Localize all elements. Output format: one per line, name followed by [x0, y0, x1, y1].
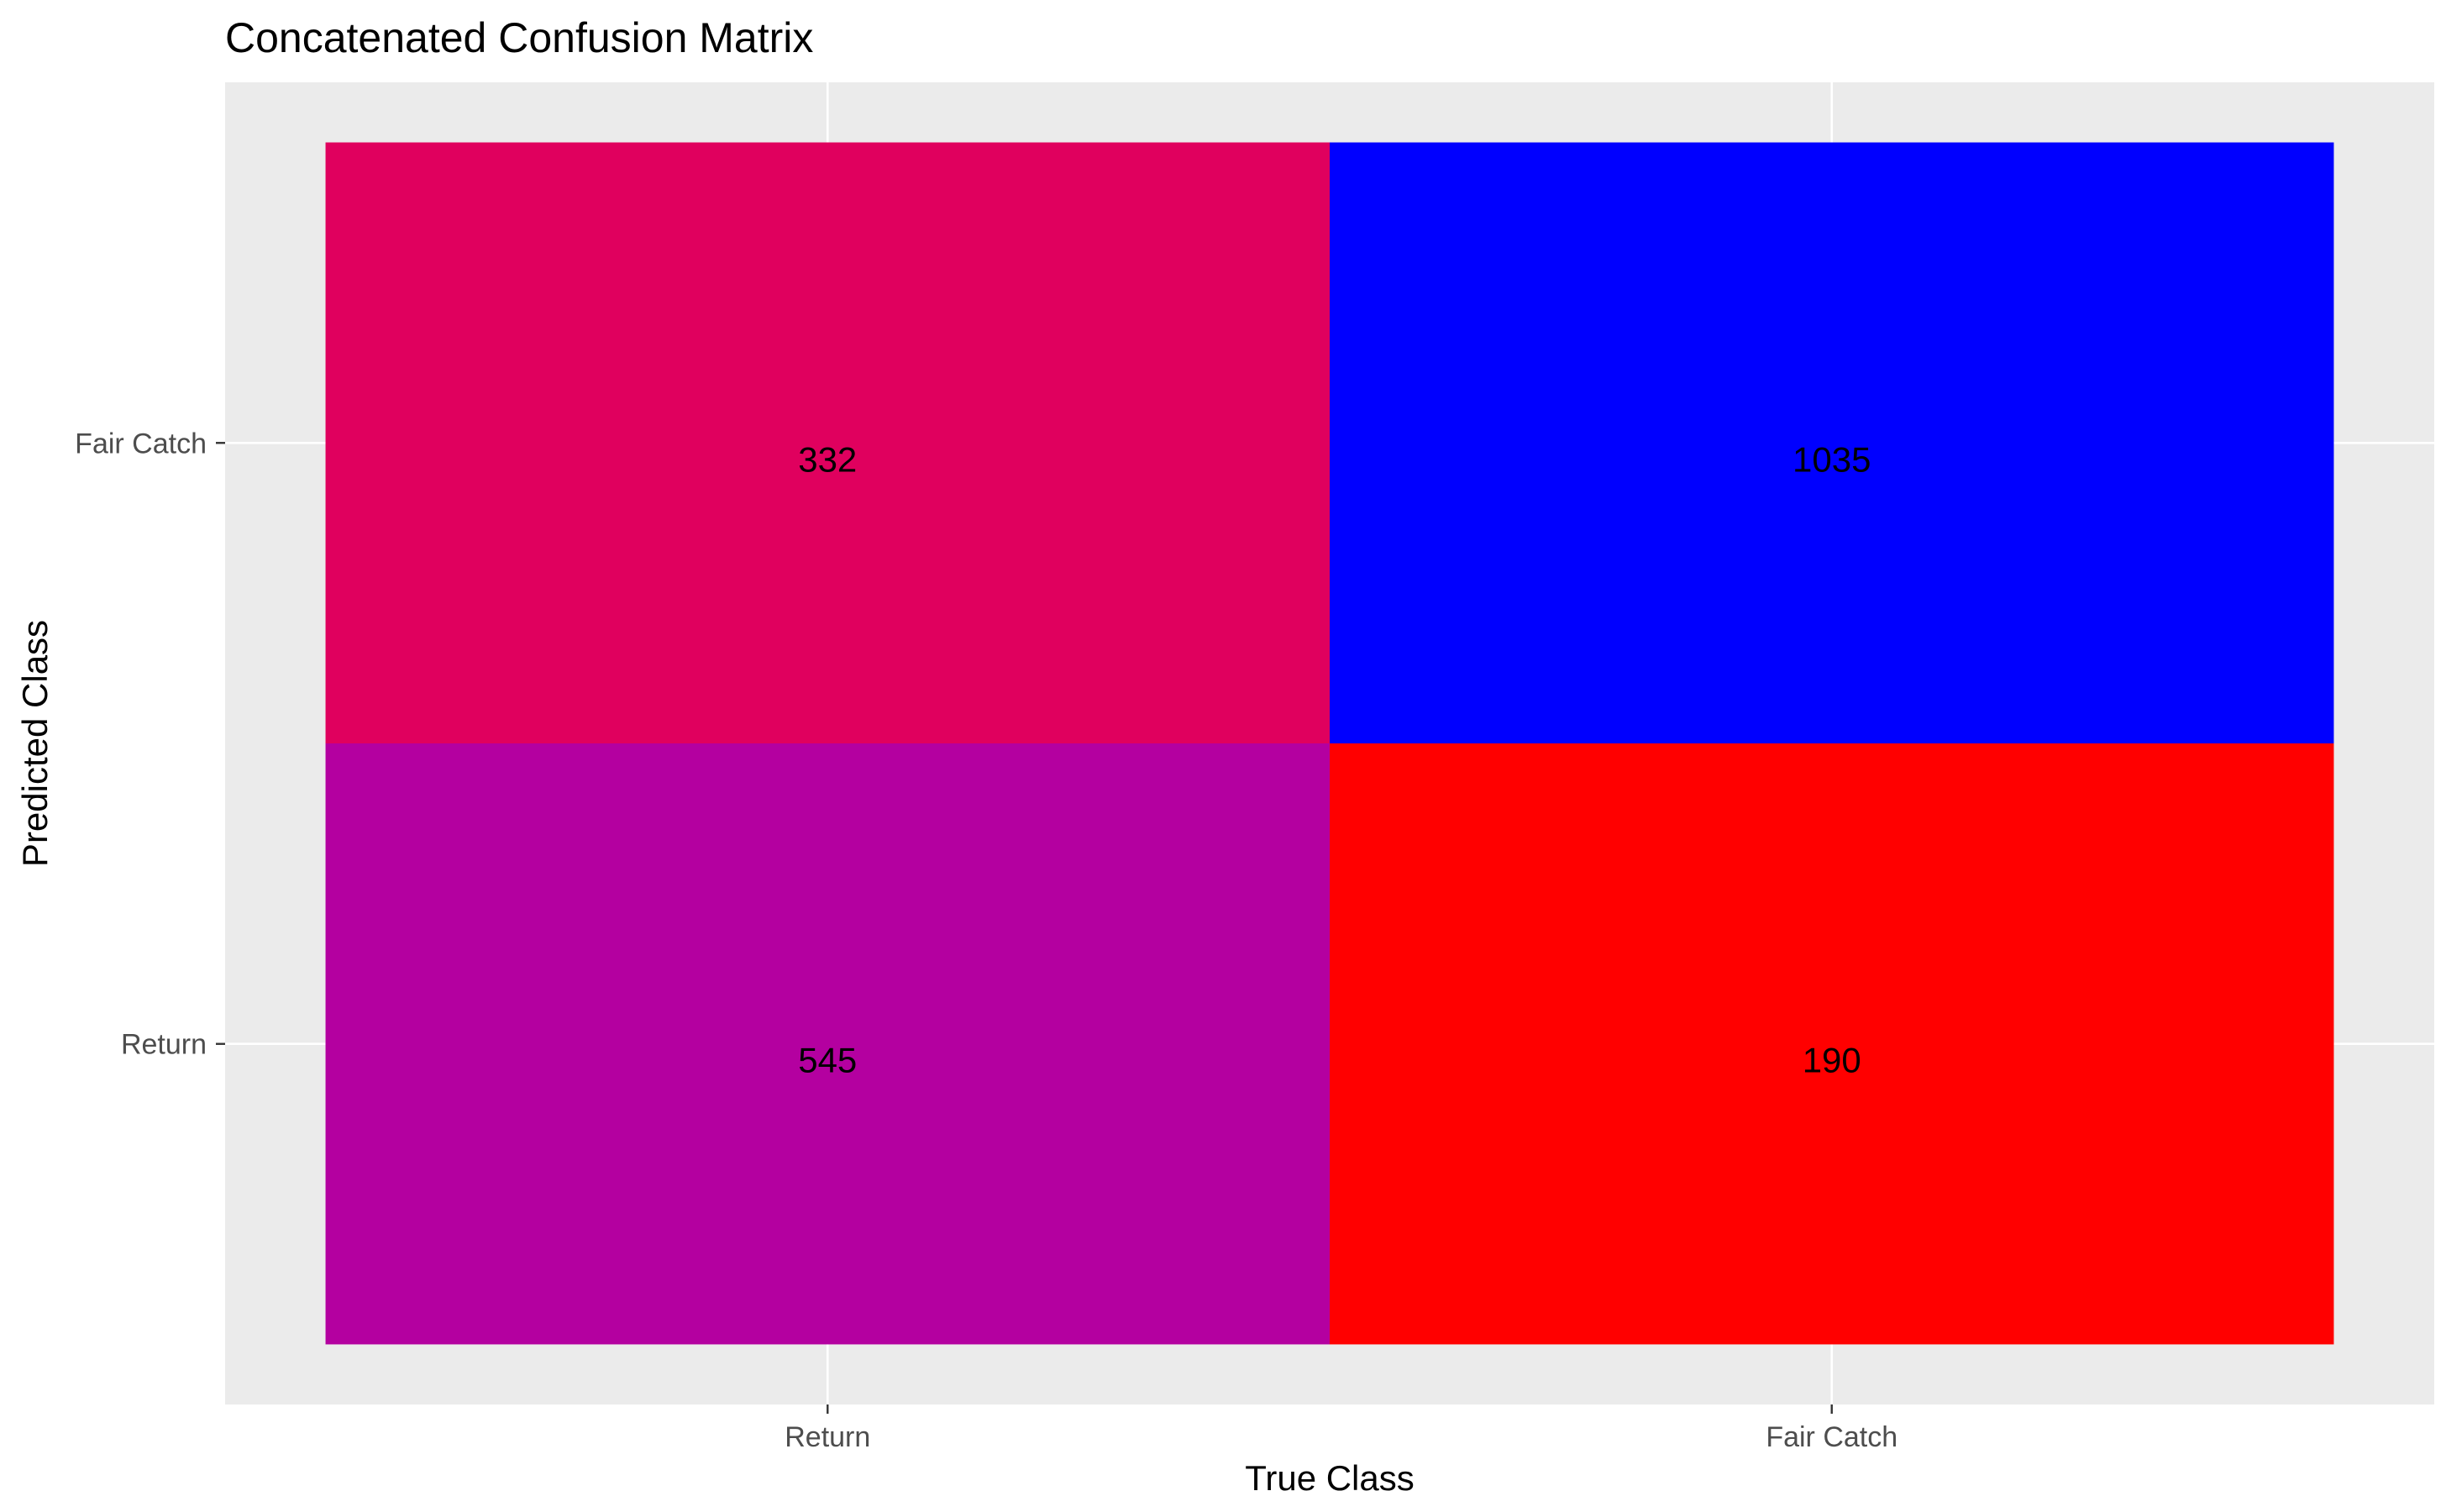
cell-value-label: 332 [798, 439, 857, 479]
x-axis-title: True Class [1245, 1458, 1415, 1498]
y-tick-label: Return [121, 1029, 207, 1061]
heatmap-cell [1330, 142, 2334, 743]
cell-value-label: 190 [1803, 1041, 1861, 1080]
cell-value-label: 1035 [1793, 439, 1871, 479]
plot-panel: 332 1035 545 190 [225, 82, 2434, 1404]
heatmap-cell [325, 743, 1331, 1345]
heatmap-cell [325, 142, 1331, 743]
chart-title: Concatenated Confusion Matrix [225, 14, 813, 61]
heatmap-cell [1330, 743, 2334, 1345]
y-axis-title: Predicted Class [15, 620, 55, 867]
cell-value-label: 545 [798, 1041, 857, 1080]
x-tick-label: Return [785, 1421, 870, 1453]
y-tick-label: Fair Catch [75, 428, 207, 459]
x-tick-label: Fair Catch [1766, 1421, 1897, 1453]
